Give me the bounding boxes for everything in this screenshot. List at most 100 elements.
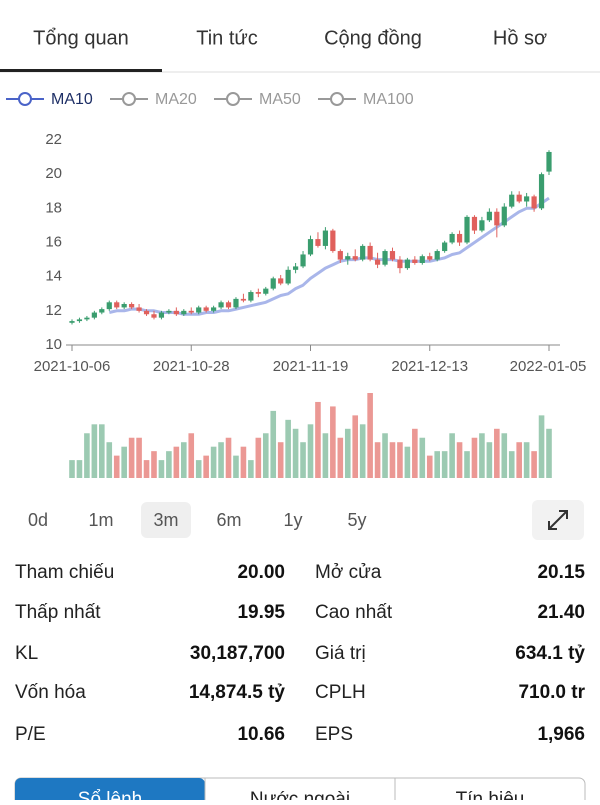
candle-body: [263, 288, 269, 294]
volume-bar: [359, 424, 366, 478]
candle-body: [315, 239, 321, 246]
candle-body: [322, 230, 329, 246]
candle-body: [255, 292, 261, 294]
period[interactable]: 0d: [28, 510, 48, 530]
stat-label: Vốn hóa: [15, 682, 86, 703]
candle-body: [471, 216, 478, 231]
y-tick-label: 20: [45, 165, 62, 182]
candle-body: [486, 211, 492, 221]
legend-label[interactable]: MA50: [259, 91, 301, 108]
candle-body: [196, 307, 202, 313]
period[interactable]: 3m: [153, 510, 178, 530]
volume-bar: [523, 442, 530, 478]
volume-bar: [494, 428, 500, 478]
volume-bar: [315, 401, 321, 478]
volume-bar: [91, 424, 98, 478]
legend-marker: [18, 92, 32, 106]
period[interactable]: 5y: [347, 510, 366, 530]
stat-value: 710.0 tr: [518, 682, 585, 703]
tab[interactable]: Tin tức: [196, 27, 258, 49]
candle-body: [434, 251, 440, 260]
candle-body: [151, 314, 157, 318]
volume-bar: [426, 455, 433, 478]
candle-body: [367, 245, 373, 260]
volume-bar: [508, 451, 515, 478]
candle-body: [166, 310, 172, 313]
stat-value: 21.40: [537, 602, 585, 623]
volume-bar: [501, 433, 508, 478]
candle-body: [494, 211, 500, 226]
volume-bar: [516, 442, 522, 478]
y-tick-label: 14: [45, 268, 62, 285]
candle-body: [285, 269, 291, 284]
volume-bar: [449, 433, 455, 478]
candle-body: [442, 242, 448, 252]
legend-marker: [122, 92, 136, 106]
volume-bar: [76, 460, 83, 478]
candle-body: [382, 251, 388, 265]
candle-body: [129, 304, 135, 308]
candle-body: [412, 259, 418, 263]
bottom-tab[interactable]: Nước ngoài: [250, 789, 350, 805]
stat-label: Giá trị: [315, 643, 366, 664]
bottom-tab[interactable]: Sổ lệnh: [78, 789, 142, 805]
tab[interactable]: Tổng quan: [33, 27, 129, 49]
volume-bar: [166, 451, 172, 478]
tab[interactable]: Cộng đồng: [324, 27, 422, 49]
y-tick-label: 22: [45, 131, 62, 148]
volume-bar: [307, 424, 314, 478]
stat-value: 20.15: [537, 562, 585, 583]
candle-body: [233, 298, 239, 308]
volume-bar: [337, 437, 344, 478]
candle-body: [479, 220, 485, 231]
volume-bar: [389, 442, 396, 478]
candle-body: [240, 298, 247, 301]
period[interactable]: 1y: [283, 510, 302, 530]
legend-label[interactable]: MA20: [155, 91, 197, 108]
volume-bar: [248, 460, 254, 478]
candle-body: [203, 307, 209, 311]
x-tick-label: 2021-10-28: [153, 358, 230, 375]
volume-bar: [322, 433, 329, 478]
candle-body: [248, 292, 254, 301]
candle-body: [427, 256, 433, 260]
legend-label[interactable]: MA100: [363, 91, 414, 108]
volume-bar: [277, 442, 284, 478]
volume-bar: [367, 393, 373, 478]
candle-body: [516, 194, 522, 202]
candle-body: [188, 310, 194, 313]
candle-body: [464, 216, 470, 243]
stat-value: 14,874.5 tỷ: [189, 682, 286, 703]
volume-bar: [136, 437, 142, 478]
candle-body: [99, 309, 105, 313]
volume-bar: [434, 451, 441, 478]
volume-bar: [546, 428, 552, 478]
volume-bar: [292, 428, 299, 478]
volume-bar: [330, 406, 336, 478]
candle-body: [404, 259, 410, 269]
period[interactable]: 1m: [88, 510, 113, 530]
candle-body: [501, 206, 507, 226]
candle-body: [158, 312, 165, 318]
legend-label[interactable]: MA10: [51, 91, 93, 108]
candle-body: [509, 194, 515, 207]
bottom-tab[interactable]: Tín hiệu: [456, 789, 525, 805]
tab[interactable]: Hồ sơ: [493, 27, 547, 49]
candle-body: [292, 266, 299, 270]
period[interactable]: 6m: [216, 510, 241, 530]
candle-body: [114, 302, 120, 308]
volume-bar: [441, 451, 448, 478]
candle-body: [337, 251, 343, 260]
stat-label: Cao nhất: [315, 602, 393, 623]
volume-bar: [412, 428, 418, 478]
volume-bar: [300, 442, 306, 478]
volume-bar: [285, 419, 291, 478]
x-tick-label: 2022-01-05: [510, 358, 587, 375]
ma-line: [108, 196, 550, 316]
tab-underline: [0, 69, 162, 72]
volume-bar: [225, 437, 232, 478]
volume-bar: [218, 442, 224, 478]
candle-body: [84, 317, 90, 320]
candle-body: [307, 239, 314, 255]
candle-body: [136, 307, 142, 311]
